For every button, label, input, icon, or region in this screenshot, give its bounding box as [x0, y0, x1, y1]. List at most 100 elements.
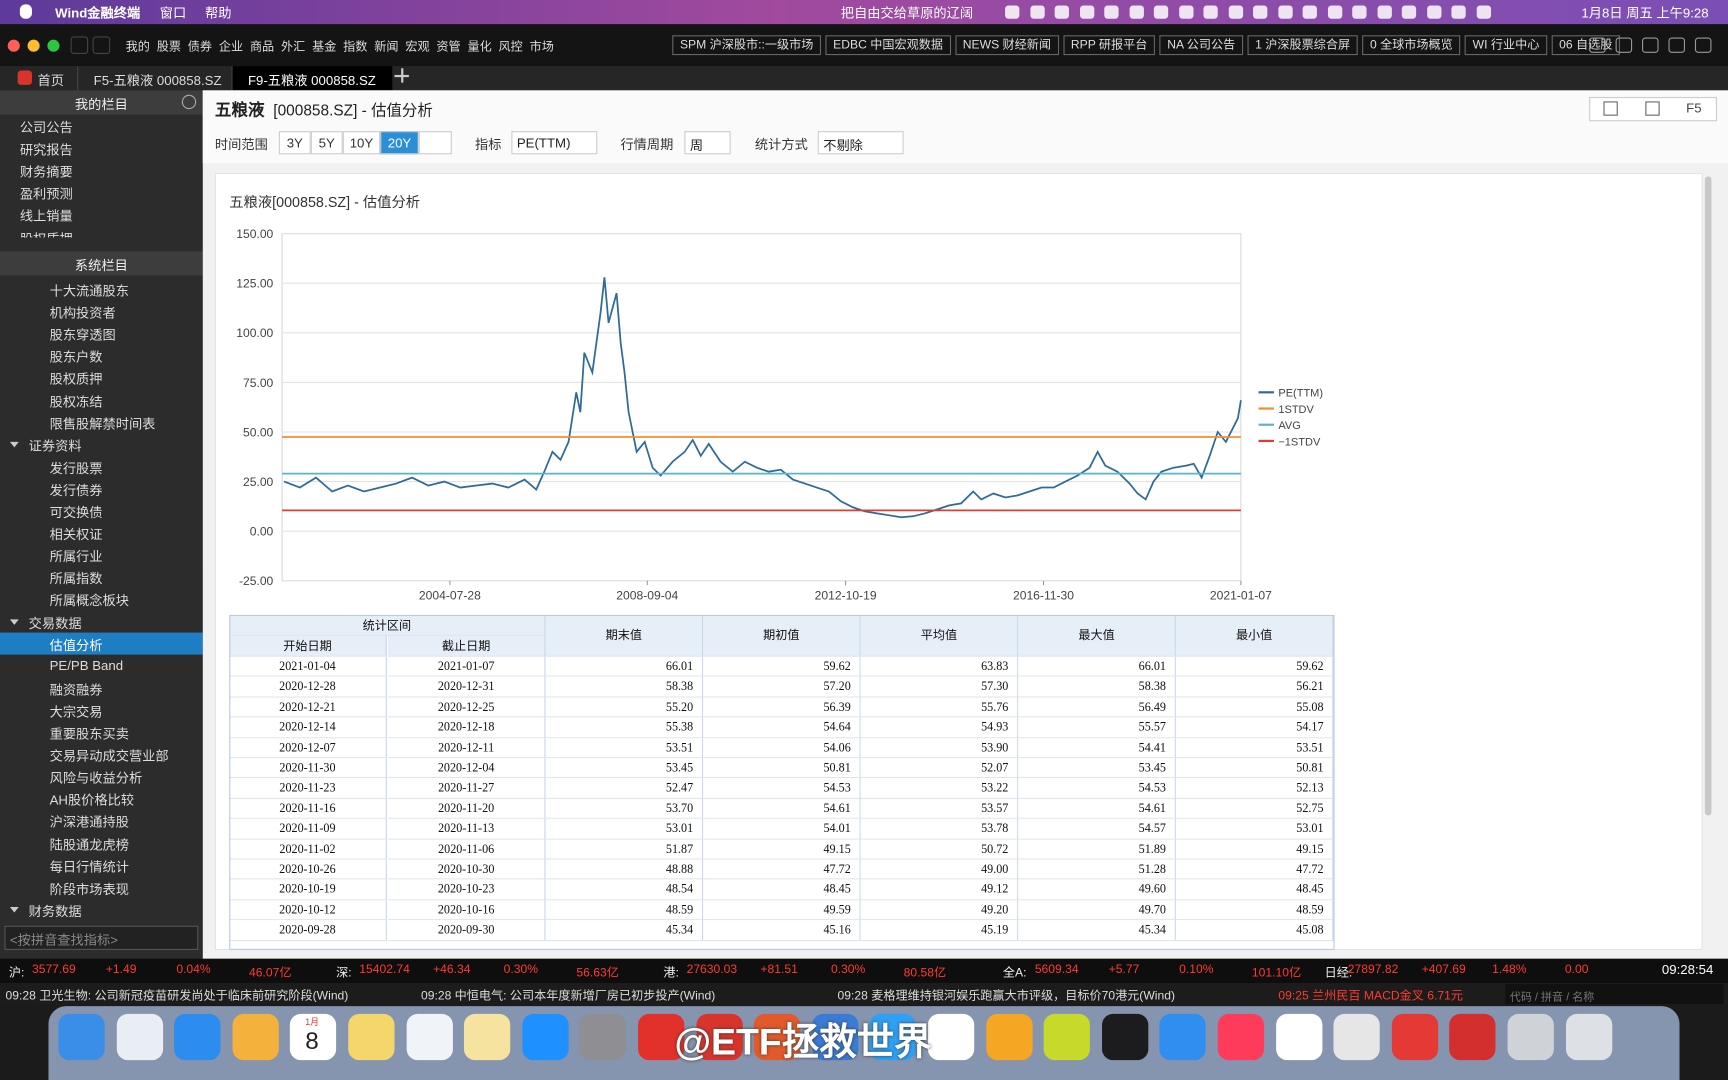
sidebar-item[interactable]: PE/PB Band [49, 657, 124, 674]
dock-icon[interactable] [811, 1013, 859, 1061]
range-button[interactable]: 10Y [342, 131, 381, 155]
sidebar-item[interactable]: 发行债券 [49, 482, 103, 499]
sidebar-item[interactable]: 线上销量 [19, 208, 73, 225]
dock-icon[interactable] [174, 1013, 221, 1061]
toolbar-button[interactable]: NA 公司公告 [1159, 35, 1244, 56]
sidebar-item[interactable]: 股权质押 [49, 371, 103, 388]
tab[interactable]: F5-五粮液 000858.SZ [77, 66, 231, 91]
dock-icon[interactable] [1043, 1013, 1091, 1061]
tab[interactable]: F9-五粮液 000858.SZ [231, 66, 393, 91]
sidebar-item[interactable]: 所属概念板块 [49, 593, 129, 609]
sidebar-item[interactable]: 估值分析 [49, 637, 103, 654]
dock-icon[interactable] [464, 1013, 511, 1061]
dock-icon[interactable] [1159, 1013, 1207, 1061]
calendar-button[interactable] [418, 131, 452, 155]
toolbar-icon[interactable] [1589, 37, 1606, 53]
sidebar-item[interactable]: 所属指数 [49, 571, 103, 587]
dock-icon[interactable] [1507, 1013, 1554, 1061]
toolbar-icon[interactable] [1668, 37, 1686, 53]
dock-icon[interactable] [985, 1013, 1033, 1061]
menu[interactable]: 窗口 [159, 5, 187, 21]
sidebar-item[interactable]: 公司公告 [19, 120, 73, 136]
toolbar-button[interactable]: SPM 沪深股市::一级市场 [672, 35, 822, 56]
toolbar-menu[interactable]: 量化 [467, 40, 492, 54]
dock-icon[interactable] [522, 1013, 569, 1061]
sidebar-item[interactable]: 相关权证 [49, 526, 103, 543]
sidebar-item[interactable]: 每日行情统计 [49, 859, 129, 875]
toolbar-menu[interactable]: 新闻 [374, 40, 399, 54]
sidebar-item[interactable]: 风险与收益分析 [49, 770, 143, 786]
toolbar-icon[interactable] [1615, 37, 1633, 53]
settings-icon[interactable] [181, 94, 197, 110]
range-button[interactable]: 3Y [278, 131, 311, 155]
range-button[interactable]: 5Y [310, 131, 343, 155]
news-item[interactable]: 09:25 兰州民百 MACD金叉 6.71元 [1278, 989, 1463, 1003]
dock-icon[interactable] [1217, 1013, 1265, 1061]
sidebar-item[interactable]: 可交换债 [49, 504, 103, 521]
dock-icon[interactable] [1449, 1013, 1496, 1061]
dock-icon[interactable] [696, 1013, 743, 1061]
news-item[interactable]: 09:28 麦格理维持银河娱乐跑赢大市评级，目标价70港元(Wind) [837, 989, 1176, 1003]
toolbar-icon[interactable] [1694, 37, 1712, 53]
toolbar-button[interactable]: 1 沪深股票综合屏 [1247, 35, 1358, 56]
toolbar-menu[interactable]: 宏观 [405, 40, 430, 54]
dropdown[interactable]: 不剔除 [817, 131, 904, 155]
toolbar-menu[interactable]: 股票 [156, 40, 181, 54]
dropdown[interactable]: 周 [684, 131, 731, 155]
sidebar-group[interactable]: 证券资料 [28, 438, 82, 454]
sidebar-item[interactable]: 研究报告 [19, 142, 73, 158]
sidebar-item[interactable]: 股权质押 [20, 229, 73, 238]
tab[interactable]: 首页 [37, 72, 64, 89]
range-button[interactable]: 20Y [380, 131, 419, 155]
forward-button[interactable] [92, 36, 111, 54]
dropdown[interactable]: PE(TTM) [511, 131, 598, 155]
sidebar-item[interactable]: 重要股东买卖 [49, 726, 129, 742]
toolbar-menu[interactable]: 企业 [218, 40, 244, 54]
toolbar-button[interactable]: RPP 研报平台 [1063, 35, 1156, 56]
toolbar-menu[interactable]: 资管 [436, 40, 461, 54]
sidebar-item[interactable]: 陆股通龙虎榜 [49, 836, 129, 853]
menu[interactable]: 帮助 [204, 5, 232, 21]
sidebar-item[interactable]: 融资融券 [49, 681, 103, 698]
dock-icon[interactable] [1565, 1013, 1612, 1061]
toolbar-menu[interactable]: 商品 [249, 40, 275, 54]
dock-icon[interactable] [580, 1013, 627, 1061]
sidebar-item[interactable]: AH股价格比较 [49, 792, 135, 809]
toolbar-menu[interactable]: 市场 [529, 40, 554, 54]
news-item[interactable]: 09:28 卫光生物: 公司新冠疫苗研发尚处于临床前研究阶段(Wind) [5, 989, 349, 1003]
dock-icon[interactable] [290, 1013, 337, 1061]
toolbar-menu[interactable]: 债券 [187, 40, 213, 54]
dock-icon[interactable] [232, 1013, 279, 1061]
sidebar-group[interactable]: 财务数据 [28, 903, 82, 919]
sidebar-item[interactable]: 所属行业 [49, 549, 103, 565]
dock-icon[interactable] [406, 1013, 453, 1061]
sidebar-item[interactable]: 财务摘要 [19, 164, 73, 180]
toolbar-icon[interactable] [1642, 37, 1659, 53]
back-button[interactable] [70, 36, 89, 54]
scrollbar[interactable] [1704, 176, 1712, 816]
window-button[interactable] [27, 39, 40, 52]
dock-icon[interactable] [58, 1013, 105, 1061]
sidebar-item[interactable]: 发行股票 [49, 460, 103, 476]
toolbar-menu[interactable]: 指数 [343, 40, 368, 54]
toolbar-menu[interactable]: 我的 [125, 40, 150, 54]
dock-icon[interactable] [116, 1013, 163, 1061]
news-item[interactable]: 09:28 中恒电气: 公司本年度新增厂房已初步投产(Wind) [420, 989, 716, 1003]
window-button[interactable] [7, 39, 20, 52]
app-name[interactable]: Wind金融终端 [55, 5, 141, 21]
sidebar-item[interactable]: 交易异动成交营业部 [49, 748, 169, 764]
export-icon[interactable] [1603, 101, 1618, 116]
toolbar-button[interactable]: EDBC 中国宏观数据 [825, 35, 951, 56]
dock-icon[interactable] [1333, 1013, 1380, 1061]
news-search[interactable]: 代码 / 拼音 / 名称 [1505, 984, 1724, 1004]
sidebar-item[interactable]: 股权冻结 [49, 393, 103, 410]
sidebar-item[interactable]: 十大流通股东 [49, 283, 129, 299]
sidebar-group[interactable]: 交易数据 [28, 615, 82, 631]
toolbar-button[interactable]: 0 全球市场概览 [1362, 35, 1461, 56]
dock-icon[interactable] [869, 1013, 917, 1061]
sidebar-item[interactable]: 限售股解禁时间表 [49, 416, 156, 432]
toolbar-button[interactable]: WI 行业中心 [1464, 35, 1548, 56]
toolbar-menu[interactable]: 基金 [312, 40, 337, 54]
dock-icon[interactable] [927, 1013, 975, 1061]
sidebar-item[interactable]: 大宗交易 [49, 704, 103, 720]
